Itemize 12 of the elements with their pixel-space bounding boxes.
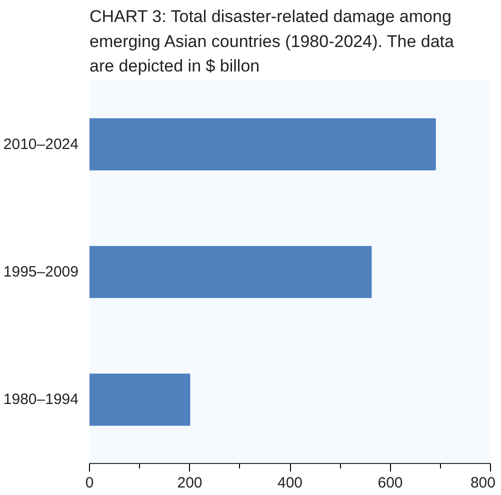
x-tick-label: 0 (85, 474, 94, 492)
x-tick-label: 200 (177, 474, 202, 492)
x-tick-label: 800 (470, 474, 496, 492)
bar (90, 246, 372, 298)
y-tick-label: 1995–2009 (3, 264, 79, 280)
chart-title: CHART 3: Total disaster-related damage among emerging Asian countries (1980-2024). The data are depicted in $ billon (90, 7, 455, 76)
bar (90, 118, 436, 170)
y-tick-label: 1980–1994 (3, 391, 79, 408)
y-tick-label: 2010–2024 (3, 136, 79, 153)
x-tick-label: 400 (277, 474, 303, 492)
bar (90, 374, 190, 426)
x-tick-label: 600 (378, 474, 403, 492)
